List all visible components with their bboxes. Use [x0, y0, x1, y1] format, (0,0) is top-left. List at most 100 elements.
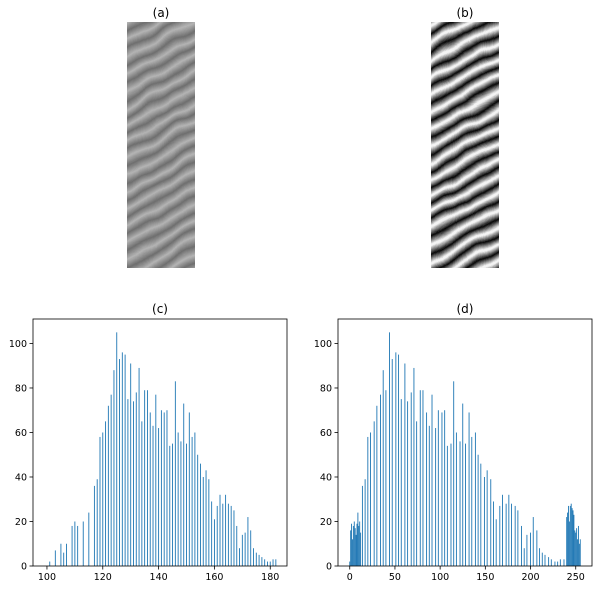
histogram-c-bar [186, 443, 187, 566]
histogram-c-bar [77, 525, 79, 566]
histogram-c-bar [146, 390, 148, 566]
histogram-d-bar [521, 525, 522, 566]
histogram-c-y-tick-label: 80 [15, 383, 27, 394]
histogram-c-bar [166, 410, 168, 566]
histogram-c-bar [49, 561, 51, 566]
histogram-d-bar [577, 525, 579, 566]
histogram-d-bar [416, 421, 418, 566]
histogram-d-bar [530, 532, 531, 566]
histogram-d-bar [422, 390, 424, 566]
histogram-d-bar [486, 470, 488, 566]
histogram-d-bar [361, 485, 363, 566]
histogram-d-bar [435, 428, 437, 566]
histogram-d-y-tick-label: 60 [320, 428, 332, 439]
histogram-d: (d) 0 50 100 150 200 250 0 20 40 60 80 100 [314, 302, 593, 583]
histogram-c-bar [236, 525, 238, 566]
histogram-d-bar [353, 521, 355, 566]
histogram-c-bar [211, 501, 213, 566]
histogram-c-bar [250, 530, 252, 566]
histogram-d-bar [532, 517, 534, 566]
histogram-c-bar [200, 463, 201, 566]
histogram-d-bar [360, 532, 362, 566]
histogram-d-x-tick-label: 150 [476, 572, 494, 583]
histogram-c-bar [225, 494, 227, 566]
grayscale-fingerprint-image [127, 22, 195, 268]
histogram-d-bar [575, 532, 577, 566]
histogram-d-bar [444, 410, 446, 566]
histogram-c-bar [227, 503, 229, 566]
histogram-c-y-tick-label: 40 [15, 472, 27, 483]
histogram-c-bar [188, 412, 190, 566]
histogram-d-y-tick-label: 80 [320, 383, 332, 394]
histogram-c-bar [127, 399, 129, 566]
histogram-c-bar [174, 381, 176, 566]
histogram-c-y-tick-label: 20 [15, 517, 27, 528]
histogram-d-bar [351, 523, 353, 566]
histogram-d-bar [373, 421, 375, 566]
histogram-d-bar [385, 390, 387, 566]
histogram-c-x-tick-label: 140 [150, 572, 168, 583]
histogram-d-bar [364, 479, 366, 566]
histogram-c-bar [194, 432, 196, 566]
histogram-c-bar [88, 512, 90, 566]
histogram-d-bar [477, 454, 479, 566]
histogram-d-bar [398, 354, 400, 566]
contrast-enhanced-fingerprint-image [431, 22, 499, 268]
histogram-c-x-tick-label: 180 [261, 572, 279, 583]
histogram-c-bar [119, 359, 120, 566]
histogram-d-x-tick-label: 100 [431, 572, 449, 583]
histogram-d-bar [563, 559, 565, 566]
histogram-d-bars [349, 332, 581, 566]
histogram-d-bar [505, 503, 507, 566]
histogram-d-bar [404, 363, 406, 566]
histogram-d-bar [407, 401, 409, 566]
histogram-c-bar [54, 550, 56, 566]
histogram-c-bar [275, 559, 277, 566]
histogram-c-bar [141, 421, 143, 566]
histogram-c-bar [63, 552, 65, 566]
histogram-c-bar [219, 494, 221, 566]
histogram-c-bar [258, 554, 260, 566]
histogram-d-x-tick-label: 250 [567, 572, 585, 583]
histogram-d-bar [550, 559, 552, 566]
histogram-d-bar [426, 412, 428, 566]
histogram-c-y-tick-label: 100 [9, 339, 27, 350]
histogram-d-bar [559, 559, 561, 566]
histogram-c-bar [169, 445, 171, 566]
histogram-c-bar [163, 412, 165, 566]
histogram-d-bar [541, 552, 543, 566]
histogram-d-bar [465, 443, 466, 566]
histogram-d-bar [391, 359, 393, 566]
histogram-c-bar [177, 432, 179, 566]
histogram-c-bar [160, 410, 162, 566]
histogram-c-bar [102, 432, 104, 566]
histogram-d-bar [571, 508, 573, 566]
histogram-c: (c) 100 120 140 160 180 0 20 40 60 80 100 [9, 302, 288, 583]
histogram-c-bar [208, 479, 210, 566]
histogram-c-bar [99, 436, 101, 566]
histogram-c-y-axis: 0 20 40 60 80 100 [9, 339, 33, 573]
histogram-d-bar [574, 530, 576, 566]
histogram-d-bar [544, 554, 546, 566]
panel-a-title: (a) [153, 6, 170, 20]
histogram-d-bar [570, 503, 572, 566]
histogram-c-bar [66, 543, 67, 566]
histogram-d-bar [419, 390, 421, 566]
histogram-c-y-tick-label: 60 [15, 428, 27, 439]
histogram-d-bar [358, 525, 360, 566]
histogram-c-bar [267, 561, 268, 566]
histogram-d-bar [354, 528, 356, 566]
histogram-d-x-axis: 0 50 100 150 200 250 [347, 566, 585, 583]
histogram-d-y-tick-label: 0 [326, 562, 332, 573]
histogram-d-bar [453, 381, 455, 566]
histogram-c-bar [110, 394, 112, 566]
histogram-d-bar [548, 557, 550, 566]
histogram-c-bar [216, 505, 218, 566]
histogram-c-bar [247, 517, 249, 566]
histogram-c-bar [191, 436, 193, 566]
panel-b: (b) [431, 6, 499, 268]
histogram-d-bar [576, 528, 578, 566]
histogram-d-bar [462, 403, 464, 566]
histogram-d-bar [471, 436, 473, 566]
